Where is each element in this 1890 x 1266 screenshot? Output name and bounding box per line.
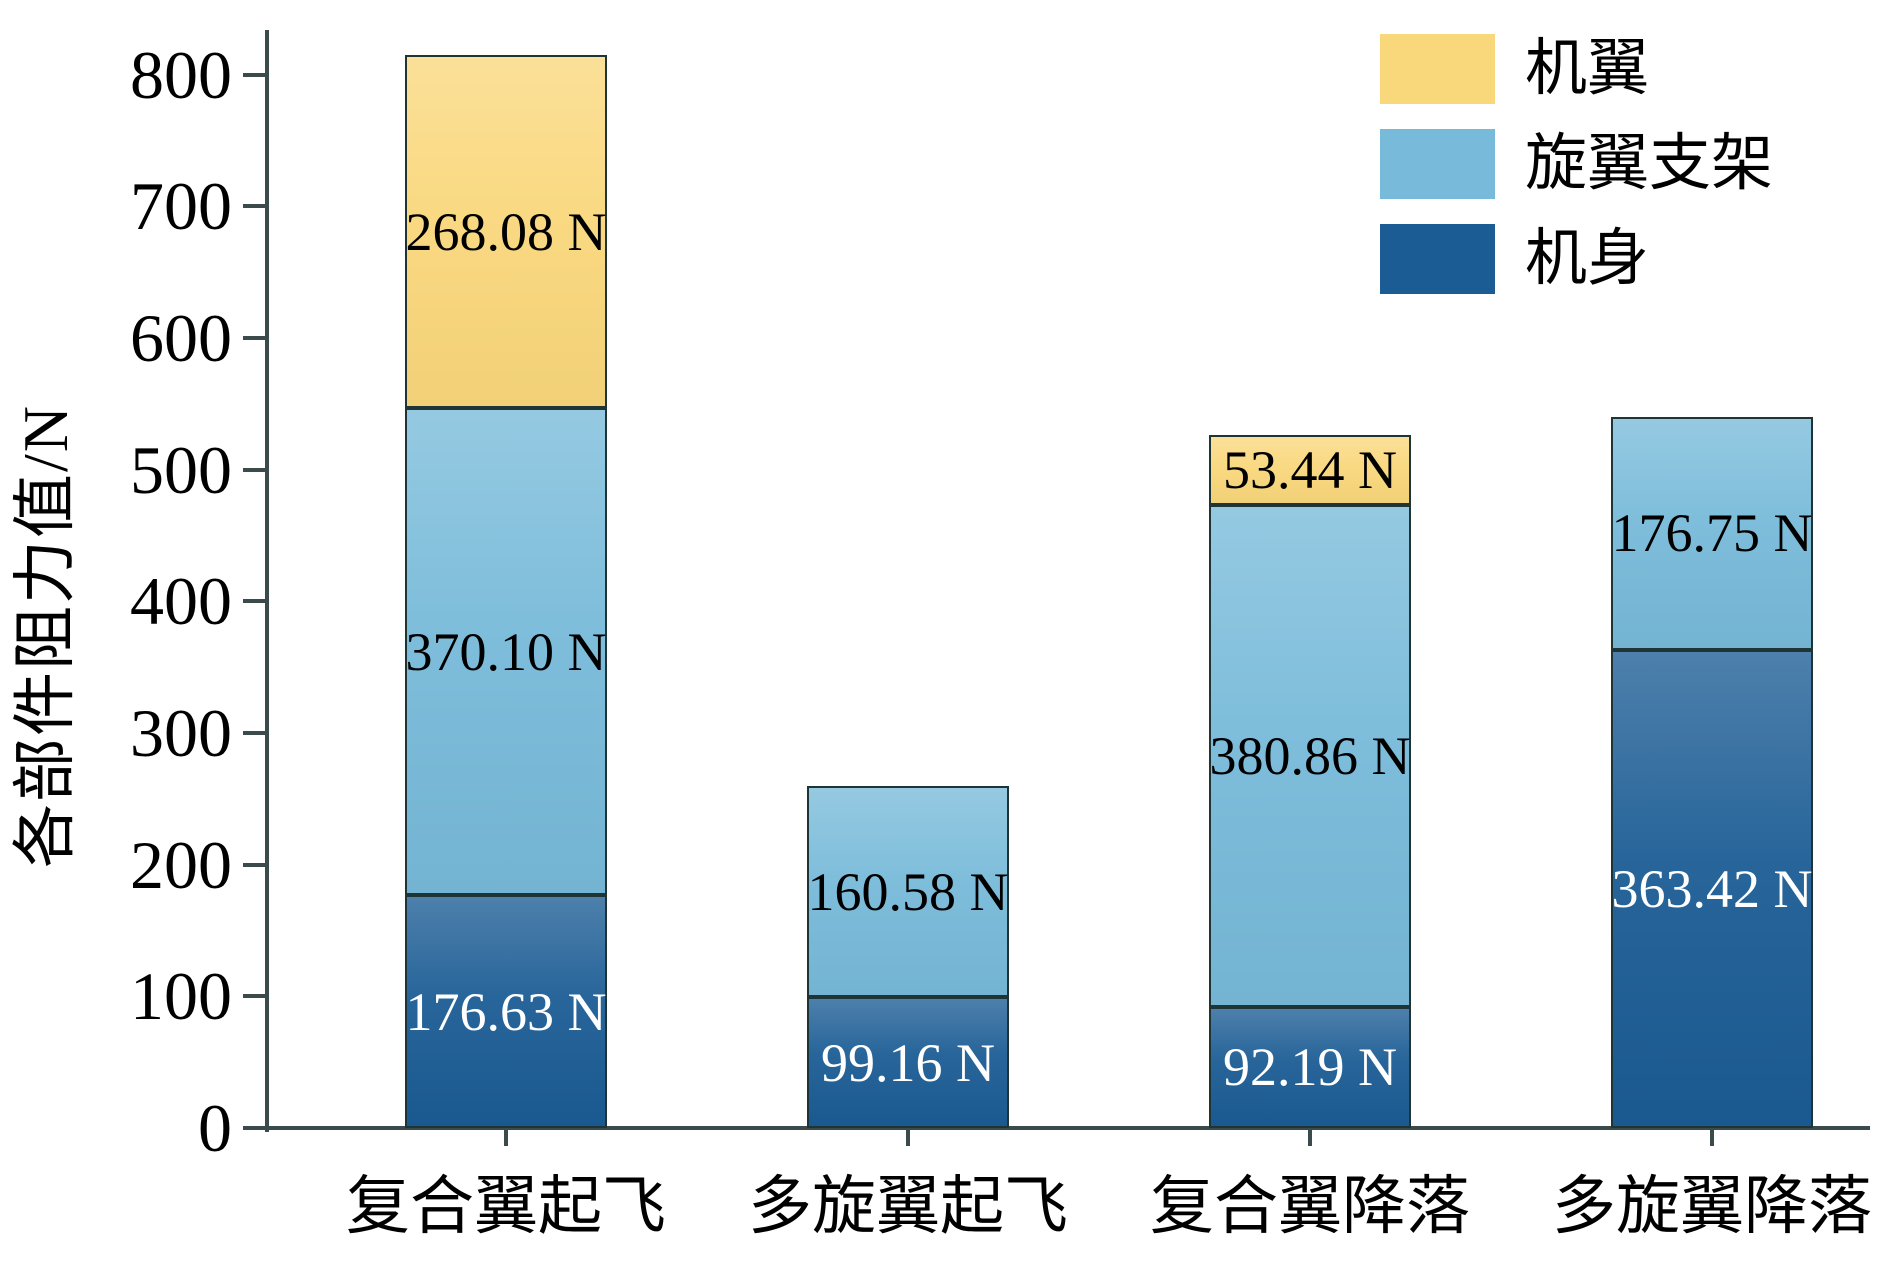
bar-value-label: 363.42 N (1611, 858, 1813, 919)
legend-label: 旋翼支架 (1525, 130, 1774, 198)
y-tick (243, 994, 265, 999)
y-tick (243, 72, 265, 77)
x-category-label: 多旋翼起飞 (748, 1171, 1068, 1242)
x-tick (906, 1130, 910, 1146)
bar-value-label: 160.58 N (807, 861, 1009, 922)
y-tick-label: 600 (130, 300, 232, 377)
y-tick (243, 1126, 265, 1130)
y-tick-label: 800 (130, 36, 232, 113)
legend-row: 机翼 (1380, 34, 1773, 104)
y-tick-label: 300 (130, 695, 232, 772)
legend-label: 机翼 (1525, 35, 1650, 103)
bar-segment (405, 55, 607, 409)
y-tick (243, 731, 265, 736)
x-tick (1308, 1130, 1312, 1146)
bar-segment (807, 786, 1009, 998)
x-category-label: 多旋翼降落 (1552, 1171, 1872, 1242)
bar-segment (1611, 416, 1813, 650)
bar-segment (1209, 1006, 1411, 1128)
y-tick-label: 100 (130, 958, 232, 1035)
y-axis-line (265, 30, 269, 1132)
bar-value-label: 176.75 N (1611, 503, 1813, 564)
x-axis-line (265, 1126, 1870, 1130)
bar-segment (1611, 649, 1813, 1128)
y-tick-label: 200 (130, 826, 232, 903)
bar-value-label: 370.10 N (405, 621, 607, 682)
bar-value-label: 92.19 N (1223, 1037, 1397, 1098)
legend: 机翼 旋翼支架 机身 (1380, 34, 1773, 319)
x-category-label: 复合翼起飞 (346, 1171, 666, 1242)
y-tick-label: 700 (130, 168, 232, 245)
legend-label: 机身 (1525, 225, 1650, 293)
bar-value-label: 268.08 N (405, 201, 607, 262)
y-tick-label: 400 (130, 563, 232, 640)
legend-row: 机身 (1380, 224, 1773, 294)
y-tick (243, 467, 265, 472)
y-tick (243, 336, 265, 341)
legend-row: 旋翼支架 (1380, 129, 1773, 199)
x-category-label: 复合翼降落 (1150, 1171, 1470, 1242)
bar-value-label: 53.44 N (1223, 440, 1397, 501)
bar-value-label: 176.63 N (405, 981, 607, 1042)
x-tick (1710, 1130, 1714, 1146)
y-tick (243, 599, 265, 604)
bar-segment (405, 408, 607, 896)
legend-swatch (1380, 34, 1495, 104)
y-tick (243, 204, 265, 209)
y-tick (243, 862, 265, 867)
bar-segment (1209, 434, 1411, 506)
legend-swatch (1380, 129, 1495, 199)
y-tick-label: 500 (130, 431, 232, 508)
y-tick-label: 0 (198, 1090, 232, 1166)
bar-segment (1209, 505, 1411, 1007)
bar-value-label: 99.16 N (821, 1032, 995, 1093)
legend-swatch (1380, 224, 1495, 294)
x-tick (504, 1130, 508, 1146)
bar-segment (807, 997, 1009, 1128)
bar-segment (405, 895, 607, 1128)
bar-value-label: 380.86 N (1209, 725, 1411, 786)
